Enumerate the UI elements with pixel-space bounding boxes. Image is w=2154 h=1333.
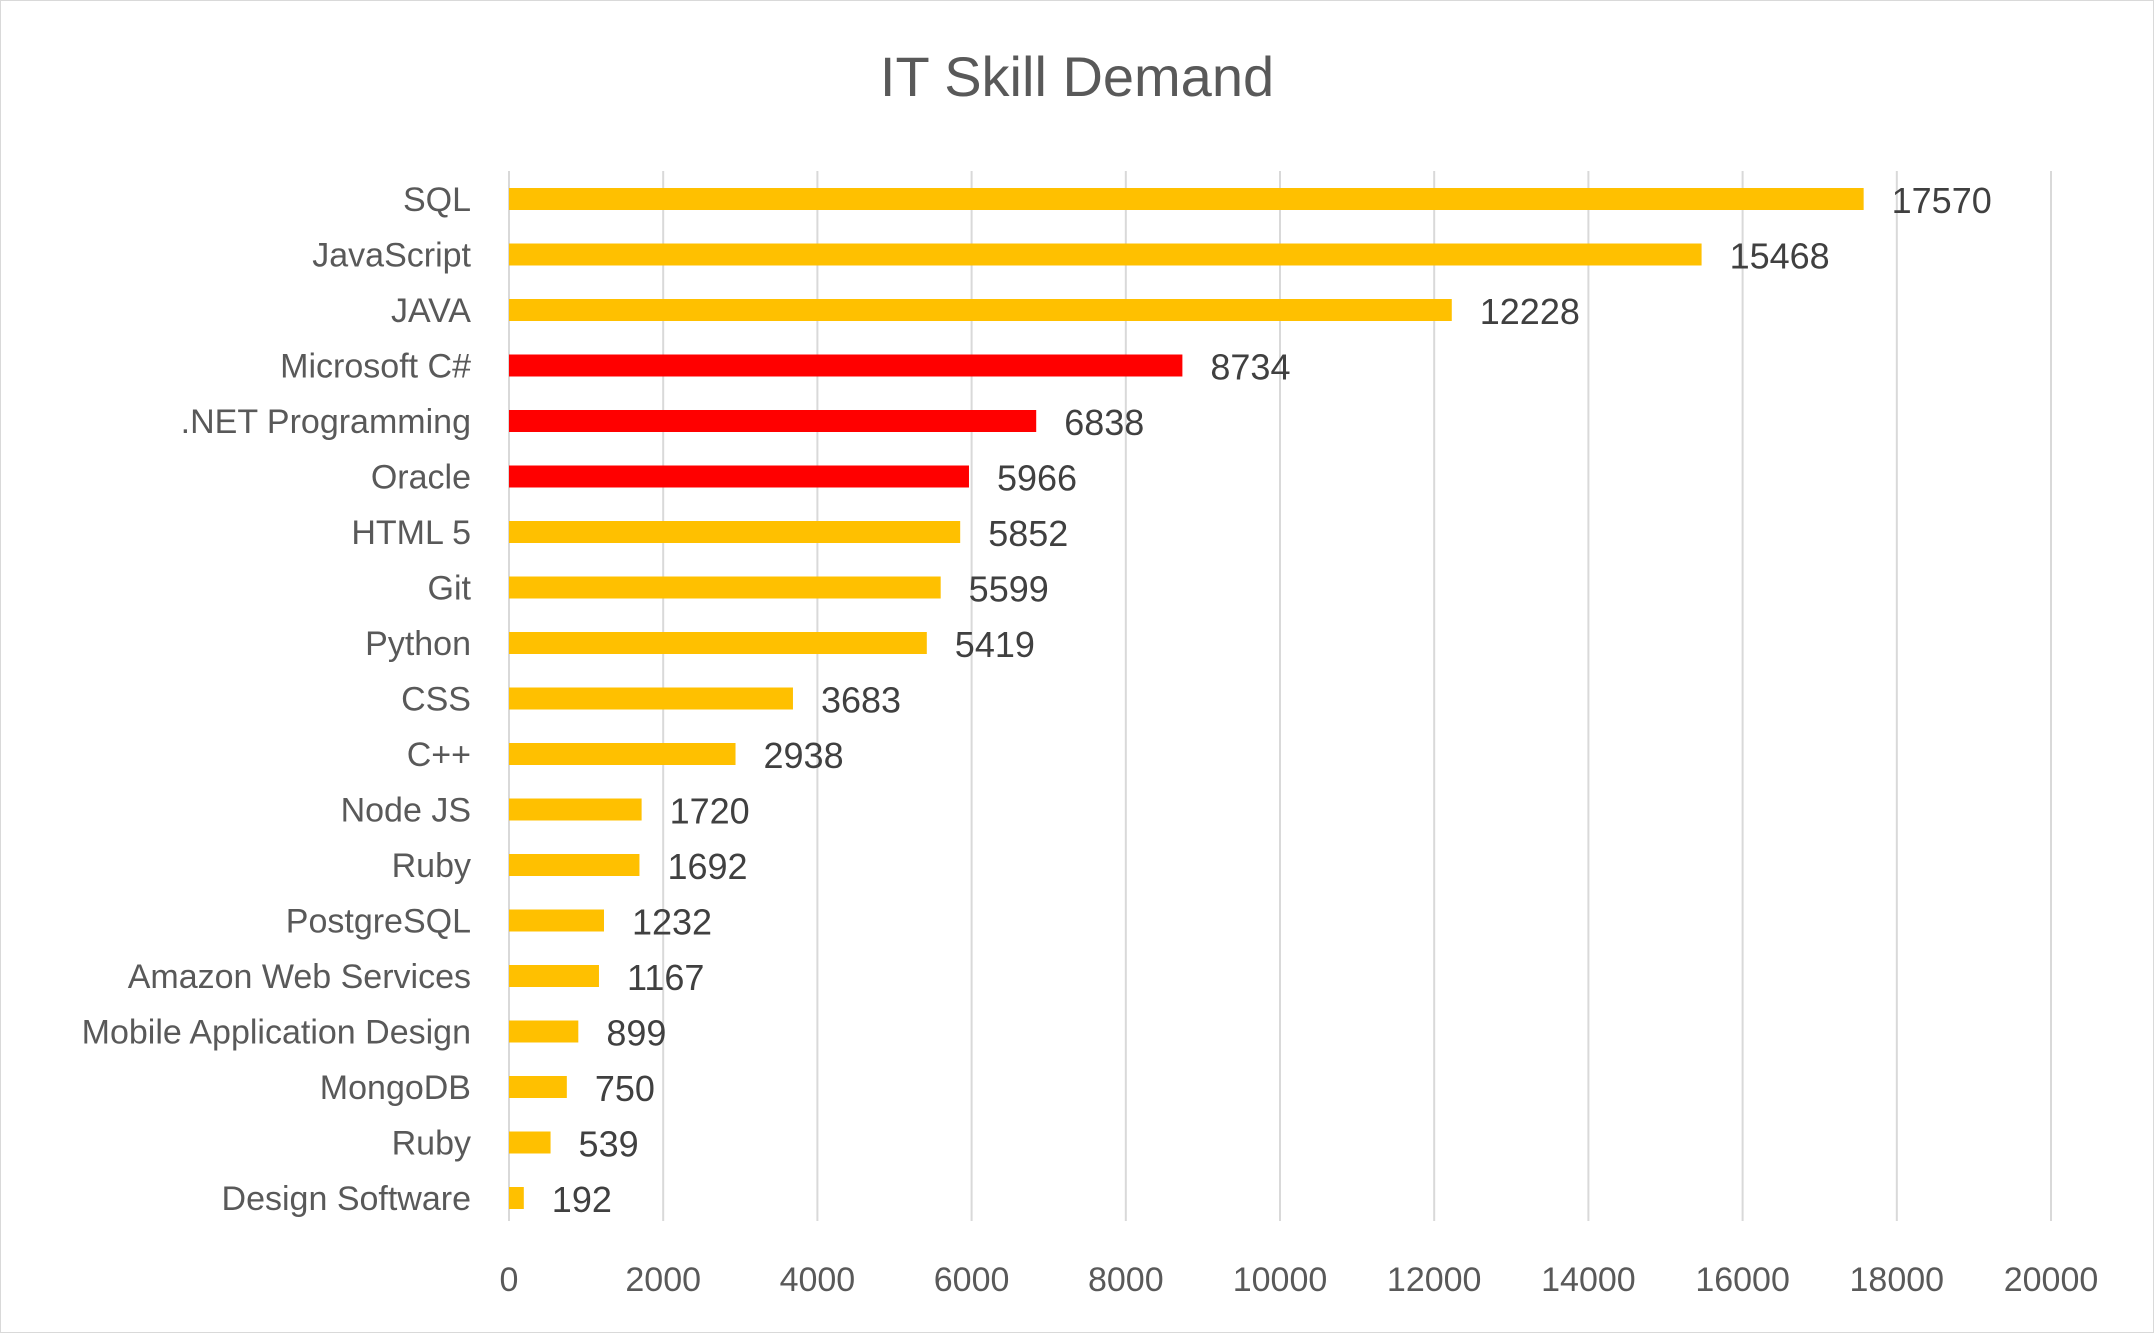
- data-label: 5419: [955, 624, 1035, 665]
- category-label: Ruby: [392, 1125, 471, 1163]
- data-label: 5966: [997, 458, 1077, 499]
- bar: [509, 798, 642, 821]
- category-label: JavaScript: [312, 237, 471, 275]
- category-label: Microsoft C#: [280, 348, 471, 386]
- data-label: 17570: [1892, 180, 1992, 221]
- bar: [509, 576, 941, 599]
- category-label: Node JS: [341, 792, 471, 830]
- data-label: 5852: [988, 513, 1068, 554]
- x-tick-label: 10000: [1233, 1261, 1328, 1299]
- bar: [509, 1076, 567, 1098]
- x-tick-label: 2000: [625, 1261, 701, 1299]
- category-label: Git: [428, 570, 472, 608]
- bar: [509, 965, 599, 987]
- chart-title: IT Skill Demand: [880, 45, 1274, 108]
- data-label: 8734: [1210, 347, 1290, 388]
- bar: [509, 743, 736, 765]
- category-label: JAVA: [391, 292, 471, 330]
- bars: [509, 188, 1864, 1209]
- bar: [509, 1187, 524, 1209]
- bar: [509, 410, 1037, 432]
- data-label: 1232: [632, 902, 712, 943]
- bar: [509, 687, 793, 710]
- bar: [509, 188, 1864, 210]
- data-labels: 17570 15468 12228 8734 6838 5966 5852 5599 5419 3…: [552, 180, 1992, 1220]
- gridlines: [508, 171, 2052, 1221]
- category-label: .NET Programming: [181, 403, 471, 441]
- data-label: 750: [595, 1068, 655, 1109]
- data-label: 5599: [969, 569, 1049, 610]
- x-tick-label: 12000: [1387, 1261, 1482, 1299]
- data-label: 192: [552, 1179, 612, 1220]
- category-label: SQL: [403, 181, 471, 219]
- bar: [509, 909, 604, 932]
- category-labels: SQL JavaScript JAVA Microsoft C# .NET Progra…: [82, 181, 472, 1218]
- category-label: Design Software: [222, 1180, 471, 1218]
- bar: [509, 1020, 579, 1043]
- bar: [509, 854, 640, 876]
- x-axis-ticks: 0 2000 4000 6000 8000 10000 12000 14000 16000 180…: [500, 1261, 2099, 1299]
- category-label: Amazon Web Services: [128, 958, 471, 996]
- category-label: MongoDB: [320, 1069, 471, 1107]
- category-label: Python: [365, 625, 471, 663]
- x-tick-label: 14000: [1541, 1261, 1636, 1299]
- category-label: HTML 5: [351, 514, 471, 552]
- category-label: CSS: [401, 681, 471, 719]
- category-label: Mobile Application Design: [82, 1014, 471, 1052]
- bar: [509, 299, 1452, 321]
- data-label: 6838: [1064, 402, 1144, 443]
- category-label: C++: [407, 736, 471, 774]
- data-label: 1692: [667, 846, 747, 887]
- bar: [509, 521, 961, 543]
- category-label: Oracle: [371, 459, 471, 497]
- data-label: 12228: [1480, 291, 1580, 332]
- bar: [509, 1131, 551, 1154]
- data-label: 2938: [764, 735, 844, 776]
- data-label: 15468: [1730, 236, 1830, 277]
- data-label: 899: [606, 1013, 666, 1054]
- bar: [509, 354, 1183, 377]
- data-label: 1720: [670, 791, 750, 832]
- bar: [509, 465, 969, 488]
- data-label: 1167: [627, 957, 704, 998]
- bar: [509, 632, 927, 654]
- x-tick-label: 0: [500, 1261, 519, 1299]
- x-tick-label: 16000: [1695, 1261, 1790, 1299]
- category-label: Ruby: [392, 847, 471, 885]
- x-tick-label: 8000: [1088, 1261, 1164, 1299]
- bar: [509, 243, 1702, 266]
- x-tick-label: 4000: [780, 1261, 856, 1299]
- category-label: PostgreSQL: [286, 903, 471, 941]
- x-tick-label: 20000: [2004, 1261, 2099, 1299]
- data-label: 539: [579, 1124, 639, 1165]
- data-label: 3683: [821, 680, 901, 721]
- x-tick-label: 6000: [934, 1261, 1010, 1299]
- x-tick-label: 18000: [1850, 1261, 1945, 1299]
